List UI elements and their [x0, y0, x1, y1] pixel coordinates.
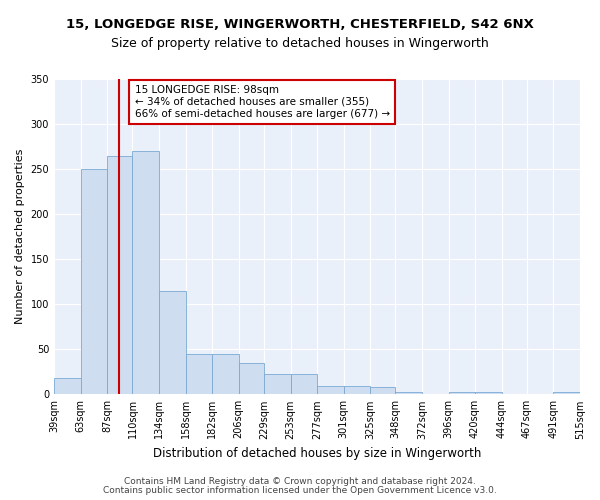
- Bar: [185, 354, 212, 395]
- Bar: [475, 392, 502, 394]
- Text: Size of property relative to detached houses in Wingerworth: Size of property relative to detached ho…: [111, 38, 489, 51]
- Text: 15 LONGEDGE RISE: 98sqm
← 34% of detached houses are smaller (355)
66% of semi-d: 15 LONGEDGE RISE: 98sqm ← 34% of detache…: [135, 86, 390, 118]
- Bar: [290, 374, 317, 394]
- Bar: [133, 151, 159, 394]
- Bar: [553, 392, 580, 394]
- Text: 15, LONGEDGE RISE, WINGERWORTH, CHESTERFIELD, S42 6NX: 15, LONGEDGE RISE, WINGERWORTH, CHESTERF…: [66, 18, 534, 30]
- X-axis label: Distribution of detached houses by size in Wingerworth: Distribution of detached houses by size …: [153, 447, 481, 460]
- Bar: [239, 363, 264, 394]
- Y-axis label: Number of detached properties: Number of detached properties: [15, 149, 25, 324]
- Bar: [264, 374, 290, 394]
- Bar: [80, 169, 107, 394]
- Bar: [317, 386, 344, 394]
- Bar: [344, 386, 370, 394]
- Bar: [54, 378, 80, 394]
- Bar: [449, 392, 475, 394]
- Text: Contains HM Land Registry data © Crown copyright and database right 2024.: Contains HM Land Registry data © Crown c…: [124, 477, 476, 486]
- Bar: [107, 156, 133, 394]
- Bar: [395, 392, 422, 394]
- Text: Contains public sector information licensed under the Open Government Licence v3: Contains public sector information licen…: [103, 486, 497, 495]
- Bar: [159, 290, 185, 395]
- Bar: [212, 354, 239, 395]
- Bar: [370, 387, 395, 394]
